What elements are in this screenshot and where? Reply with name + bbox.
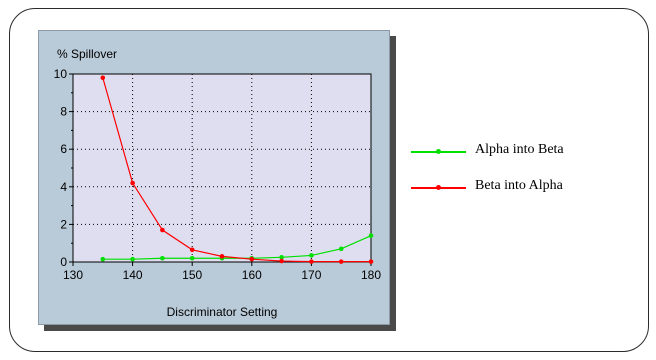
x-tick-label: 130 bbox=[63, 268, 83, 282]
y-tick-label: 0 bbox=[60, 255, 67, 269]
data-point-beta-into-alpha bbox=[309, 259, 314, 264]
y-tick-label: 4 bbox=[60, 180, 67, 194]
data-point-alpha-into-beta bbox=[338, 246, 344, 252]
x-tick-label: 180 bbox=[361, 268, 381, 282]
plot-area bbox=[72, 73, 372, 263]
legend-marker-beta-into-alpha bbox=[436, 185, 441, 190]
series-line-beta-into-alpha bbox=[102, 77, 371, 263]
data-point-alpha-into-beta bbox=[160, 255, 165, 261]
legend: Alpha into Beta Beta into Alpha bbox=[411, 140, 641, 212]
x-tick-label: 160 bbox=[242, 268, 262, 282]
grid-lines bbox=[73, 74, 371, 262]
legend-marker-alpha-into-beta bbox=[436, 149, 441, 154]
data-point-alpha-into-beta bbox=[130, 256, 135, 262]
axis-ticks: 130 140 150 160 170 180 0 2 4 6 8 10 bbox=[54, 67, 382, 282]
data-point-beta-into-alpha bbox=[130, 180, 135, 186]
data-point-beta-into-alpha bbox=[368, 259, 374, 264]
legend-item-alpha-into-beta: Alpha into Beta bbox=[411, 140, 641, 176]
legend-label-beta-into-alpha: Beta into Alpha bbox=[475, 178, 563, 193]
y-tick-label: 10 bbox=[54, 67, 68, 81]
data-point-beta-into-alpha bbox=[219, 254, 225, 259]
y-axis-label: % Spillover bbox=[57, 47, 117, 61]
data-point-beta-into-alpha bbox=[279, 258, 284, 264]
x-tick-label: 140 bbox=[123, 268, 143, 282]
series-layer bbox=[100, 75, 374, 264]
data-point-beta-into-alpha bbox=[189, 247, 195, 253]
data-point-alpha-into-beta bbox=[279, 255, 284, 260]
chart-panel: % Spillover 130 140 150 160 170 180 0 2 4 6 8 10 Di… bbox=[38, 30, 390, 325]
x-axis-label: Discriminator Setting bbox=[167, 305, 278, 319]
y-tick-label: 2 bbox=[60, 217, 67, 231]
data-point-beta-into-alpha bbox=[249, 256, 255, 262]
data-point-alpha-into-beta bbox=[368, 233, 374, 238]
data-point-beta-into-alpha bbox=[338, 259, 344, 264]
data-point-beta-into-alpha bbox=[160, 227, 165, 233]
x-tick-label: 150 bbox=[182, 268, 202, 282]
y-tick-label: 8 bbox=[60, 105, 67, 119]
y-tick-label: 6 bbox=[60, 142, 67, 156]
legend-label-alpha-into-beta: Alpha into Beta bbox=[475, 142, 564, 157]
legend-item-beta-into-alpha: Beta into Alpha bbox=[411, 176, 641, 212]
data-point-alpha-into-beta bbox=[189, 255, 195, 261]
data-point-beta-into-alpha bbox=[100, 75, 106, 81]
chart-svg: % Spillover 130 140 150 160 170 180 0 2 4 6 8 10 Di… bbox=[54, 47, 382, 319]
x-tick-label: 170 bbox=[301, 268, 321, 282]
data-point-alpha-into-beta bbox=[309, 253, 314, 258]
data-point-alpha-into-beta bbox=[100, 256, 106, 262]
